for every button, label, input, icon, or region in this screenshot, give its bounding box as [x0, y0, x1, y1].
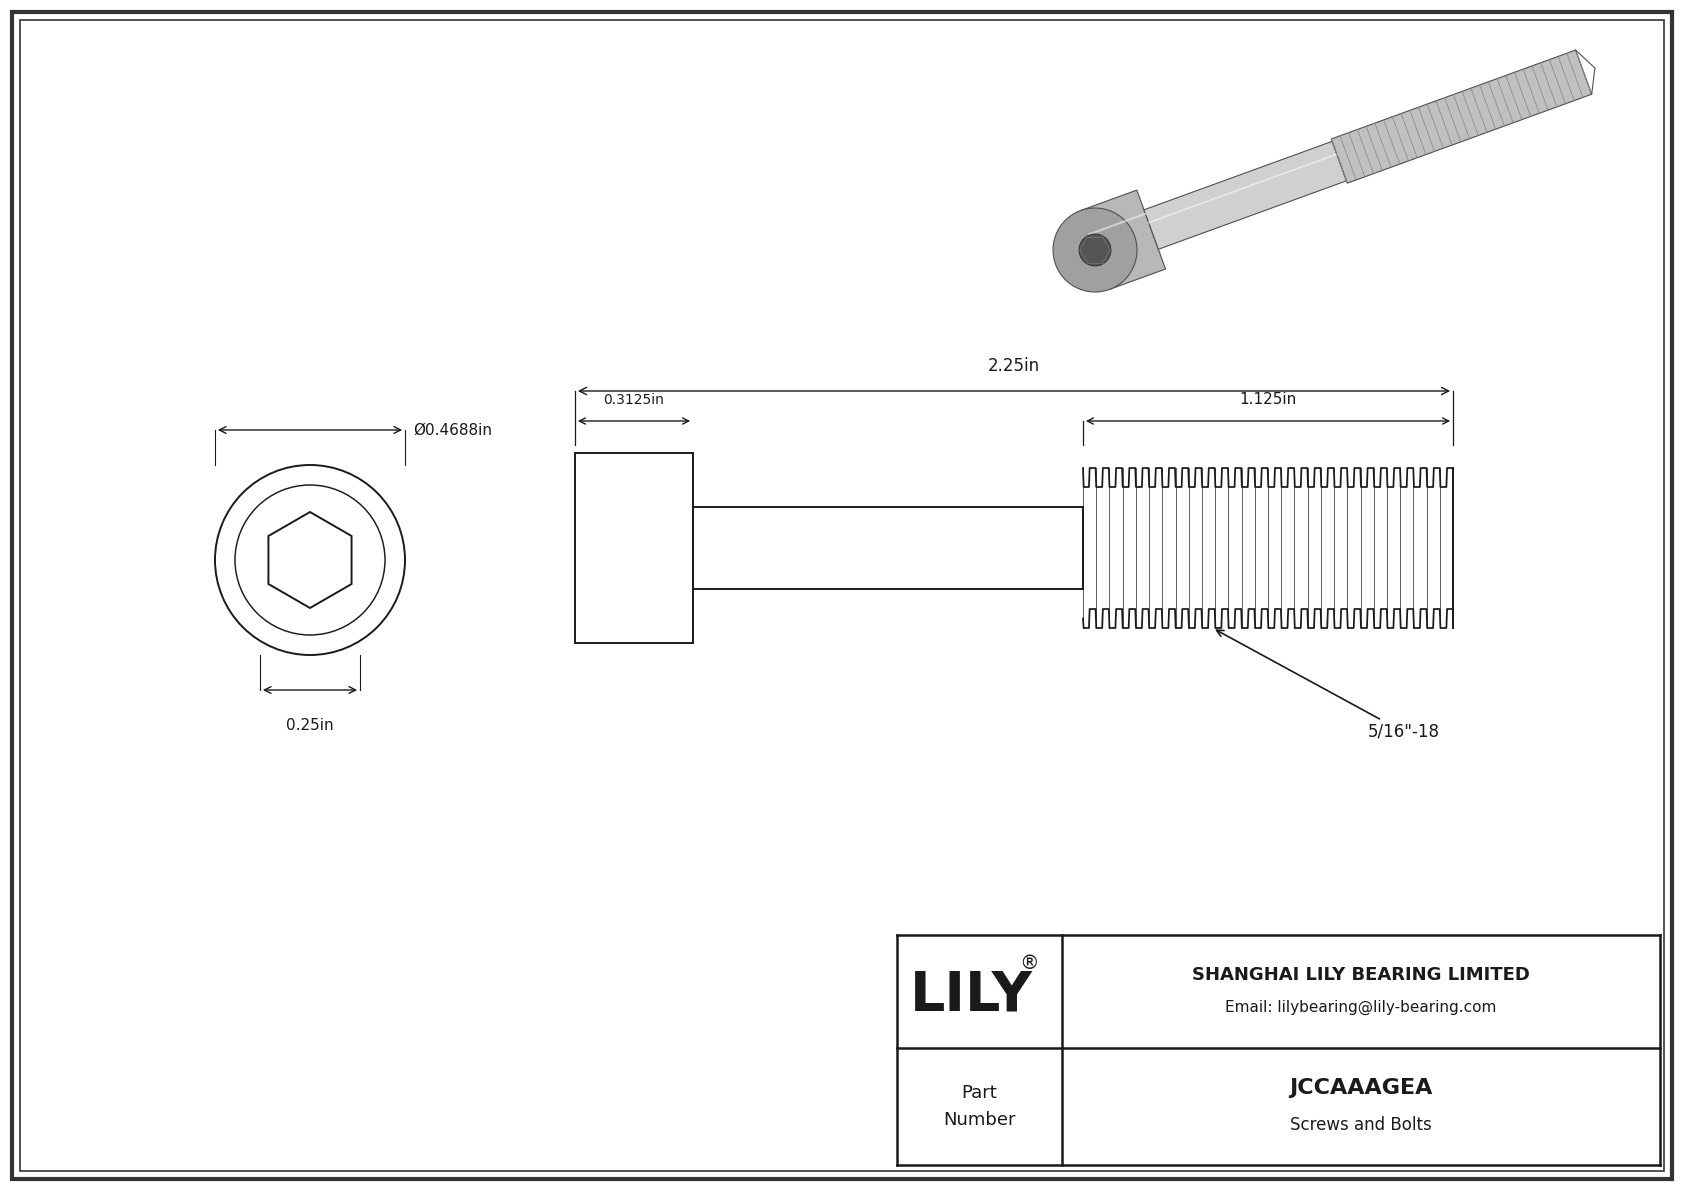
Circle shape	[1052, 208, 1137, 292]
Polygon shape	[1081, 191, 1165, 289]
Text: 2.25in: 2.25in	[989, 357, 1041, 375]
Text: Email: lilybearing@lily-bearing.com: Email: lilybearing@lily-bearing.com	[1226, 1000, 1497, 1015]
Text: Screws and Bolts: Screws and Bolts	[1290, 1116, 1431, 1134]
Text: LILY: LILY	[909, 968, 1032, 1023]
Circle shape	[1079, 235, 1111, 266]
Text: JCCAAAGEA: JCCAAAGEA	[1290, 1079, 1433, 1098]
Text: SHANGHAI LILY BEARING LIMITED: SHANGHAI LILY BEARING LIMITED	[1192, 967, 1531, 985]
Bar	[574, 453, 694, 643]
Text: 0.3125in: 0.3125in	[603, 393, 665, 407]
Text: 0.25in: 0.25in	[286, 718, 333, 732]
Text: 5/16"-18: 5/16"-18	[1216, 630, 1440, 741]
Text: 1.125in: 1.125in	[1239, 392, 1297, 407]
Text: Ø0.4688in: Ø0.4688in	[413, 423, 492, 437]
Bar	[898, 935, 1660, 1165]
Bar	[694, 507, 1083, 590]
Polygon shape	[1143, 142, 1347, 249]
Text: Part
Number: Part Number	[943, 1084, 1015, 1129]
Text: ®: ®	[1021, 954, 1039, 973]
Polygon shape	[1332, 50, 1591, 183]
